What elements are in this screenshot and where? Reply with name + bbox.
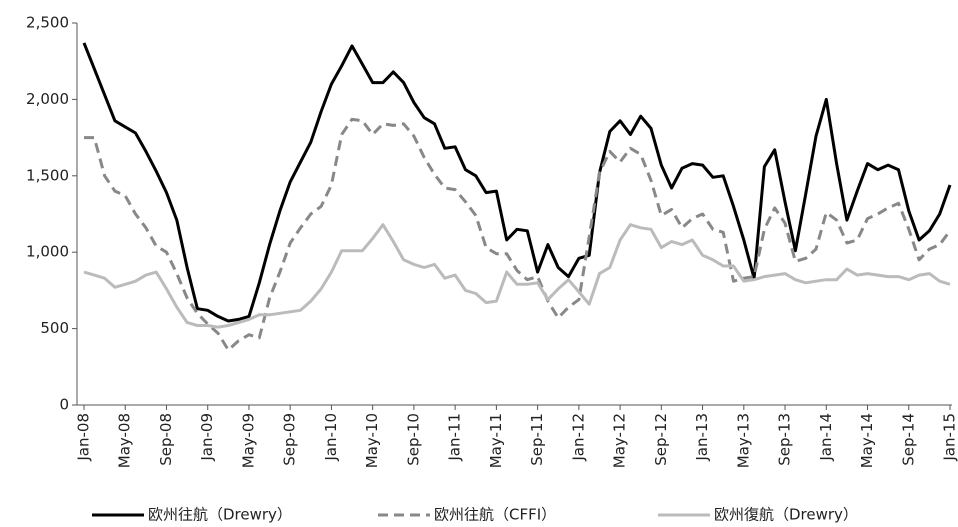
- x-tick-label: Jan-10: [322, 413, 340, 462]
- x-tick-label: Jan-09: [198, 413, 216, 462]
- x-tick-label: May-10: [363, 413, 381, 468]
- x-tick-label: May-14: [858, 413, 876, 468]
- y-tick-label: 2,500: [26, 14, 69, 32]
- legend-label: 欧州往航（Drewry）: [148, 506, 292, 524]
- y-tick-label: 1,000: [26, 243, 69, 261]
- legend-label: 欧州往航（CFFI）: [434, 506, 556, 524]
- y-tick-label: 1,500: [26, 166, 69, 184]
- x-tick-label: May-13: [734, 413, 752, 468]
- x-tick-label: Jan-11: [446, 413, 464, 462]
- series-line: [84, 117, 952, 352]
- x-tick-label: Sep-12: [652, 413, 670, 466]
- y-tick-label: 2,000: [26, 90, 69, 108]
- x-tick-label: Jan-15: [941, 413, 958, 462]
- y-tick-label: 0: [59, 396, 69, 414]
- y-tick-label: 500: [40, 319, 69, 337]
- x-tick-label: Sep-09: [281, 413, 299, 466]
- x-tick-label: Sep-10: [404, 413, 422, 466]
- x-tick-label: May-08: [116, 413, 134, 468]
- x-tick-label: Jan-12: [569, 413, 587, 462]
- series-line: [83, 223, 951, 329]
- series-line: [82, 42, 952, 323]
- x-tick-label: Sep-13: [776, 413, 794, 466]
- legend-label: 欧州復航（Drewry）: [714, 506, 858, 524]
- x-tick-label: Jan-08: [75, 413, 93, 462]
- x-tick-label: Jan-14: [817, 413, 835, 462]
- x-tick-label: Jan-13: [693, 413, 711, 462]
- x-tick-label: May-11: [487, 413, 505, 468]
- x-tick-label: Sep-08: [157, 413, 175, 466]
- x-tick-label: Sep-11: [528, 413, 546, 466]
- x-tick-label: Sep-14: [899, 413, 917, 466]
- x-tick-label: May-09: [239, 413, 257, 468]
- x-tick-label: May-12: [611, 413, 629, 468]
